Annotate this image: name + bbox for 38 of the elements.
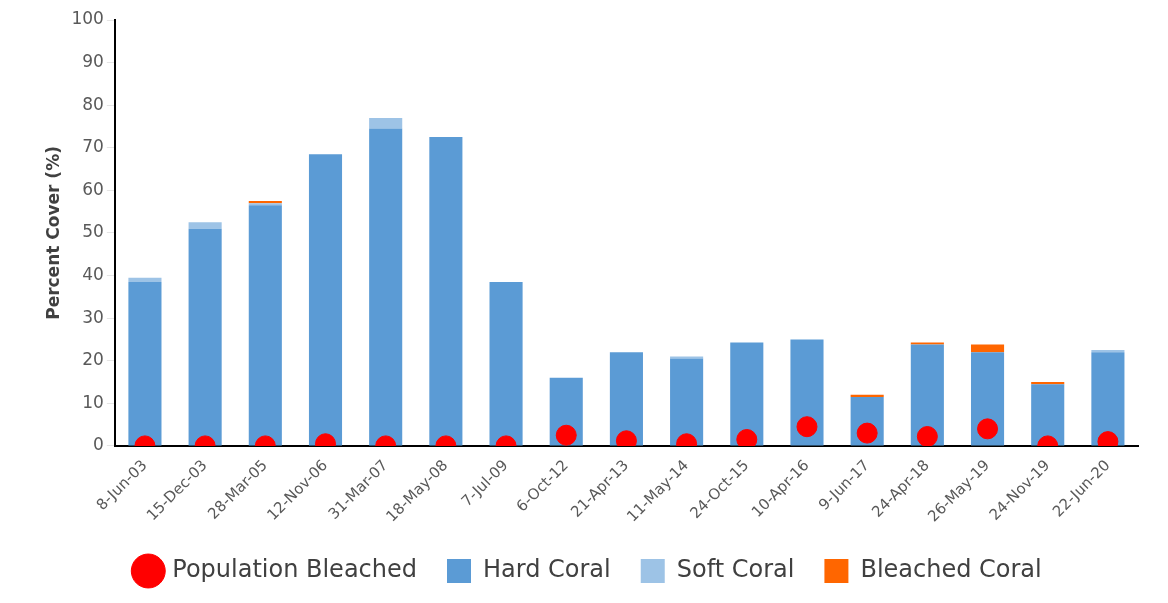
bar	[609, 352, 643, 446]
bar	[1031, 384, 1065, 446]
legend-label: Bleached Coral	[860, 555, 1042, 584]
bar	[1031, 382, 1065, 385]
bar	[188, 222, 222, 229]
legend-label: Population Bleached	[172, 555, 417, 584]
bar	[910, 342, 944, 345]
bar	[369, 117, 403, 129]
bar	[128, 281, 162, 446]
bar	[489, 281, 523, 446]
bar	[850, 394, 884, 397]
bar	[369, 128, 403, 446]
y-tick-label: 60	[82, 178, 104, 199]
bar	[429, 137, 463, 446]
bar	[308, 154, 343, 446]
bar	[670, 356, 704, 359]
y-tick-label: 50	[82, 221, 104, 242]
bar	[128, 277, 162, 282]
y-tick-label: 80	[82, 93, 104, 114]
legend-label: Soft Coral	[676, 555, 795, 584]
bar	[790, 339, 824, 446]
y-tick-label: 0	[93, 434, 104, 455]
legend-label: Hard Coral	[483, 555, 611, 584]
y-tick-label: 70	[82, 136, 104, 157]
y-tick-label: 10	[82, 391, 104, 412]
bar	[670, 358, 704, 446]
bar	[1091, 350, 1125, 353]
bar	[188, 228, 222, 446]
y-tick-label: 20	[82, 349, 104, 370]
y-tick-label: 40	[82, 263, 104, 284]
y-tick-label: 100	[71, 8, 104, 29]
bar	[730, 342, 764, 446]
bar	[1091, 352, 1125, 446]
y-tick-label: 30	[82, 306, 104, 327]
y-tick-label: 90	[82, 51, 104, 72]
y-axis-title: Percent Cover (%)	[42, 146, 63, 320]
bar	[970, 344, 1005, 353]
bar	[248, 205, 282, 446]
